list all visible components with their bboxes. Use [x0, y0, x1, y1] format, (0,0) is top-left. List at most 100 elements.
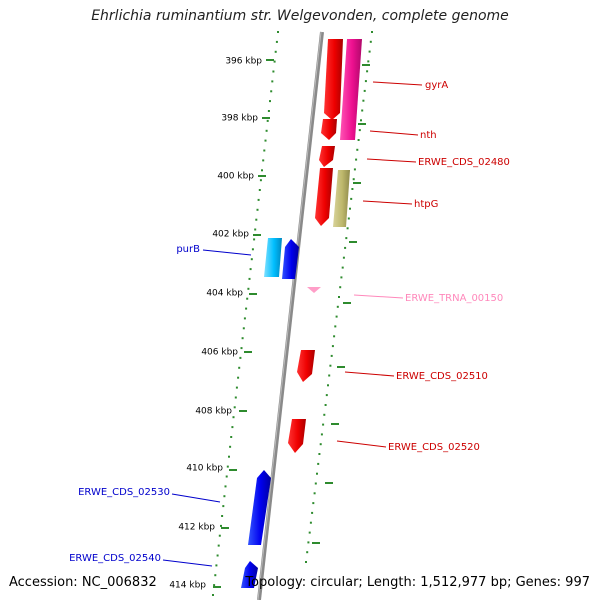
- track-dot: [338, 296, 340, 298]
- track-dot: [353, 168, 356, 171]
- erwe-cds-02530-leader: [171, 493, 221, 503]
- genome-backbone-highlight: [257, 31, 322, 600]
- track-dot: [216, 554, 219, 557]
- genome-title: Ehrlichia ruminantium str. Welgevonden, …: [91, 8, 509, 24]
- track-dot: [330, 354, 333, 357]
- forward-track-ticks: [312, 64, 370, 544]
- track-dot: [233, 406, 236, 409]
- track-dot: [241, 337, 244, 340]
- track-dot: [334, 325, 337, 328]
- track-dot: [240, 347, 243, 350]
- gyrA-leader: [372, 81, 423, 86]
- track-dot: [272, 70, 275, 73]
- erwe-cds-02510-label: ERWE_CDS_02510: [396, 371, 488, 382]
- track-dot: [212, 594, 214, 596]
- track-dot: [238, 366, 241, 369]
- htpG-leader: [362, 200, 413, 205]
- genome-summary: Topology: circular; Length: 1,512,977 bp…: [245, 575, 590, 590]
- track-dot: [325, 394, 328, 397]
- erwe-cds-02540-label: ERWE_CDS_02540: [69, 553, 161, 564]
- track-dot: [228, 455, 230, 458]
- track-dot: [217, 544, 220, 547]
- erwe-cds-02540-leader: [162, 559, 213, 567]
- track-dot: [312, 502, 315, 505]
- erwe-trna-00150-marker: [307, 287, 321, 293]
- gyrA-cds-arrow: [324, 39, 343, 120]
- ruler-tick-label: 402 kbp: [212, 230, 249, 240]
- track-dot: [259, 179, 262, 182]
- track-dot: [362, 99, 365, 102]
- track-dot: [261, 169, 263, 172]
- track-dot: [328, 374, 331, 377]
- track-dot: [347, 217, 350, 220]
- ruler-tick-label: 412 kbp: [178, 523, 215, 533]
- erwe-cds-02520-label: ERWE_CDS_02520: [388, 442, 480, 453]
- track-dot: [366, 70, 369, 73]
- track-dot: [263, 149, 266, 152]
- track-dot: [346, 227, 349, 230]
- erwe-cds-02480-label: ERWE_CDS_02480: [418, 157, 510, 168]
- forward-track-dots: [305, 31, 373, 563]
- erwe-cds-02480-leader: [366, 158, 417, 163]
- nth-gene-arrow: [321, 119, 337, 140]
- track-dot: [257, 198, 260, 201]
- track-dot: [364, 80, 367, 83]
- htpG-cds-arrow: [315, 168, 333, 226]
- track-dot: [266, 119, 269, 122]
- track-dot: [224, 485, 227, 488]
- gyrA-gene: [324, 39, 362, 140]
- erwe-trna-00150-label: ERWE_TRNA_00150: [405, 293, 503, 304]
- track-dot: [313, 492, 316, 495]
- track-dot: [361, 109, 364, 112]
- track-dot: [327, 384, 329, 387]
- track-dot: [358, 129, 361, 132]
- track-dot: [340, 276, 343, 279]
- track-dot: [218, 534, 221, 537]
- track-dot: [360, 119, 362, 122]
- track-dot: [369, 40, 372, 43]
- track-dot: [265, 129, 268, 132]
- track-dot: [243, 317, 246, 320]
- track-dot: [322, 423, 325, 426]
- track-dot: [213, 584, 216, 587]
- track-dot: [311, 511, 314, 514]
- track-dot: [231, 426, 234, 429]
- track-dot: [234, 396, 237, 399]
- erwe-cds-02520-gene-arrow: [288, 419, 306, 453]
- track-dot: [255, 218, 258, 221]
- reverse-track-dots: [212, 31, 279, 596]
- track-dot: [331, 345, 334, 348]
- track-dot: [232, 416, 235, 419]
- erwe-cds-02530-gene-arrow: [248, 470, 271, 545]
- track-dot: [222, 505, 225, 508]
- track-dot: [226, 465, 229, 468]
- track-dot: [320, 433, 323, 436]
- track-dot: [314, 482, 317, 485]
- track-dot: [267, 110, 270, 112]
- ruler-tick-label: 398 kbp: [221, 114, 258, 124]
- track-dot: [371, 31, 373, 33]
- ruler-tick-label: 400 kbp: [217, 172, 254, 182]
- track-dot: [305, 561, 307, 563]
- track-dot: [221, 515, 224, 517]
- erwe-cds-02530-label: ERWE_CDS_02530: [78, 487, 170, 498]
- track-dot: [250, 258, 253, 261]
- track-dot: [248, 277, 251, 280]
- track-dot: [350, 197, 353, 200]
- track-dot: [220, 524, 222, 527]
- track-dot: [256, 208, 259, 211]
- track-dot: [275, 40, 278, 43]
- ruler-tick-label: 414 kbp: [169, 581, 206, 591]
- genome-backbone: [257, 31, 324, 600]
- gyrA-label: gyrA: [425, 80, 448, 91]
- track-dot: [253, 238, 256, 241]
- track-dot: [309, 521, 312, 524]
- track-dot: [254, 228, 257, 231]
- accession-info: Accession: NC_006832: [9, 575, 157, 590]
- htpG-gene: [315, 168, 350, 227]
- htpG-feature-bar: [333, 170, 350, 227]
- purB-label: purB: [176, 244, 200, 255]
- ruler-tick-label: 410 kbp: [186, 464, 223, 474]
- track-dot: [355, 158, 358, 161]
